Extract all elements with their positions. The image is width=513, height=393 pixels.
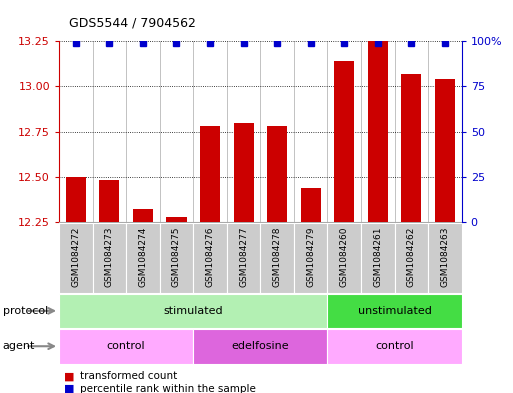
- Bar: [166, 217, 187, 222]
- Text: stimulated: stimulated: [164, 306, 223, 316]
- Bar: [428, 223, 462, 293]
- Bar: [59, 223, 92, 293]
- Text: GSM1084262: GSM1084262: [407, 226, 416, 287]
- Text: transformed count: transformed count: [80, 371, 177, 382]
- Bar: [368, 41, 388, 222]
- Bar: [294, 223, 327, 293]
- Text: ■: ■: [64, 384, 74, 393]
- Bar: [267, 126, 287, 222]
- Text: GSM1084272: GSM1084272: [71, 226, 80, 287]
- Text: GSM1084260: GSM1084260: [340, 226, 349, 287]
- Text: GSM1084274: GSM1084274: [139, 226, 147, 287]
- Bar: [361, 223, 394, 293]
- Bar: [394, 223, 428, 293]
- Text: GSM1084261: GSM1084261: [373, 226, 382, 287]
- Bar: [334, 61, 354, 222]
- Bar: [193, 223, 227, 293]
- Text: GSM1084276: GSM1084276: [206, 226, 214, 287]
- Bar: [327, 329, 462, 364]
- Bar: [133, 209, 153, 222]
- Text: GSM1084273: GSM1084273: [105, 226, 114, 287]
- Text: control: control: [107, 341, 145, 351]
- Text: ■: ■: [64, 371, 74, 382]
- Text: unstimulated: unstimulated: [358, 306, 431, 316]
- Bar: [66, 177, 86, 222]
- Bar: [327, 223, 361, 293]
- Bar: [59, 294, 327, 328]
- Bar: [193, 329, 327, 364]
- Bar: [92, 223, 126, 293]
- Text: control: control: [376, 341, 414, 351]
- Bar: [301, 188, 321, 222]
- Bar: [160, 223, 193, 293]
- Text: GSM1084263: GSM1084263: [441, 226, 449, 287]
- Text: GDS5544 / 7904562: GDS5544 / 7904562: [69, 17, 196, 29]
- Bar: [227, 223, 260, 293]
- Bar: [327, 294, 462, 328]
- Text: GSM1084279: GSM1084279: [306, 226, 315, 287]
- Bar: [233, 123, 253, 222]
- Bar: [200, 126, 220, 222]
- Text: GSM1084275: GSM1084275: [172, 226, 181, 287]
- Text: agent: agent: [3, 341, 35, 351]
- Bar: [126, 223, 160, 293]
- Text: edelfosine: edelfosine: [231, 341, 289, 351]
- Text: protocol: protocol: [3, 306, 48, 316]
- Bar: [99, 180, 120, 222]
- Bar: [260, 223, 294, 293]
- Text: percentile rank within the sample: percentile rank within the sample: [80, 384, 255, 393]
- Bar: [59, 329, 193, 364]
- Bar: [401, 74, 421, 222]
- Bar: [435, 79, 455, 222]
- Text: GSM1084278: GSM1084278: [272, 226, 282, 287]
- Text: GSM1084277: GSM1084277: [239, 226, 248, 287]
